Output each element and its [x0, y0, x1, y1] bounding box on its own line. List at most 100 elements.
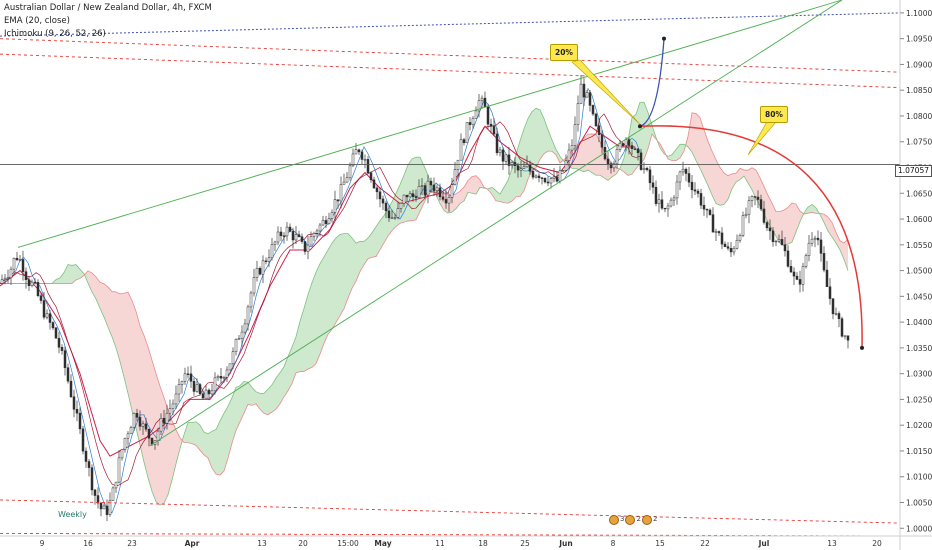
cloud-segment — [128, 292, 132, 411]
candle-down — [135, 413, 139, 418]
ema-legend[interactable]: EMA (20, close) — [4, 16, 70, 26]
cloud-segment — [344, 233, 348, 309]
candle-up — [642, 167, 646, 170]
cloud-segment — [252, 387, 256, 406]
cloud-segment — [240, 381, 244, 422]
candle-up — [183, 373, 187, 382]
event-icon[interactable] — [625, 515, 636, 525]
candle-down — [84, 450, 88, 462]
candle-down — [15, 257, 19, 261]
candle-up — [657, 199, 661, 204]
candle-down — [699, 193, 703, 206]
cloud-segment — [92, 273, 96, 299]
candle-down — [540, 177, 544, 179]
x-tick-label: 20 — [298, 539, 308, 548]
candle-down — [531, 171, 535, 178]
blue-dotted-line — [0, 12, 901, 37]
candle-down — [54, 327, 58, 339]
candle-up — [333, 199, 337, 213]
event-icon[interactable] — [641, 515, 652, 525]
cloud-segment — [824, 214, 828, 232]
cloud-segment — [796, 204, 800, 232]
candle-up — [498, 149, 502, 154]
cloud-segment — [492, 187, 496, 201]
event-icon[interactable] — [609, 515, 619, 525]
cloud-segment — [460, 187, 464, 204]
candle-down — [717, 231, 721, 234]
candle-down — [756, 196, 760, 200]
candle-up — [327, 218, 331, 225]
cloud-segment — [300, 308, 304, 372]
weekly-label: Weekly — [58, 510, 87, 519]
candle-up — [843, 335, 847, 337]
candle-up — [225, 369, 229, 378]
candle-down — [588, 92, 592, 106]
cloud-segment — [708, 141, 712, 195]
event-count: 2 — [636, 515, 641, 523]
candle-up — [351, 153, 355, 167]
candle-down — [762, 208, 766, 223]
cloud-segment — [120, 293, 124, 378]
cloud-segment — [80, 269, 84, 279]
cloud-segment — [508, 168, 512, 204]
resistance-line — [0, 53, 901, 89]
cloud-segment — [168, 409, 172, 495]
candle-up — [330, 212, 334, 219]
x-tick-label: Jun — [558, 539, 572, 548]
candle-up — [579, 83, 583, 104]
callout-down[interactable]: 80% — [760, 106, 788, 123]
cloud-segment — [328, 243, 332, 335]
candle-up — [573, 124, 577, 146]
candle-down — [606, 158, 610, 164]
candle-up — [714, 231, 718, 233]
candle-up — [561, 170, 565, 172]
candle-down — [99, 502, 103, 510]
candle-down — [840, 318, 844, 337]
x-tick-label: 16 — [83, 539, 93, 548]
ichimoku-legend[interactable]: Ichimoku (9, 26, 52, 26) — [4, 29, 106, 39]
candle-down — [375, 187, 379, 193]
candle-down — [303, 241, 307, 252]
candle-up — [678, 171, 682, 183]
economic-events[interactable]: 3 2 2 — [609, 515, 657, 525]
candle-down — [69, 380, 73, 398]
candle-up — [672, 197, 676, 201]
cloud-segment — [308, 282, 312, 370]
candle-down — [705, 208, 709, 211]
cloud-segment — [148, 346, 152, 492]
candle-up — [129, 427, 133, 435]
candle-up — [480, 97, 484, 101]
y-tick-label: 1.06500 — [906, 189, 932, 198]
candle-down — [336, 199, 340, 202]
candle-down — [501, 149, 505, 162]
x-tick-label: 9 — [40, 539, 45, 548]
cloud-segment — [188, 422, 192, 444]
candle-down — [690, 181, 694, 191]
cloud-segment — [768, 195, 772, 230]
candle-up — [114, 481, 118, 489]
candle-up — [435, 187, 439, 191]
candle-down — [300, 236, 304, 242]
candle-up — [321, 220, 325, 226]
cloud-segment — [304, 294, 308, 372]
candle-up — [168, 408, 172, 414]
candle-down — [72, 396, 76, 410]
cloud-segment — [224, 406, 228, 472]
candle-down — [591, 105, 595, 115]
cloud-segment — [220, 413, 224, 476]
cloud-segment — [472, 175, 476, 195]
candle-down — [24, 271, 28, 281]
callout-up[interactable]: 20% — [550, 44, 578, 61]
candle-up — [777, 239, 781, 242]
y-tick-label: 1.02000 — [906, 421, 932, 430]
cloud-segment — [364, 237, 368, 265]
candle-up — [504, 154, 508, 162]
trend-line — [17, 0, 843, 248]
candle-down — [711, 214, 715, 233]
candle-up — [618, 143, 622, 150]
candle-up — [141, 423, 145, 427]
candle-up — [741, 215, 745, 236]
cloud-segment — [280, 366, 284, 404]
candle-up — [120, 449, 124, 459]
